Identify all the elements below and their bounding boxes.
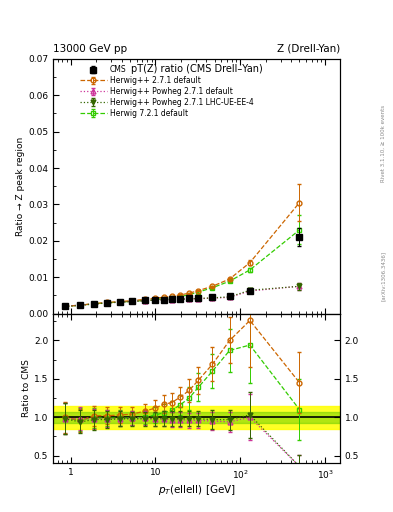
Text: Z (Drell-Yan): Z (Drell-Yan) [277,44,340,54]
Text: pT(Z) ratio (CMS Drell–Yan): pT(Z) ratio (CMS Drell–Yan) [130,64,263,74]
Text: Rivet 3.1.10, ≥ 100k events: Rivet 3.1.10, ≥ 100k events [381,105,386,182]
Y-axis label: Ratio to CMS: Ratio to CMS [22,359,31,417]
Text: 13000 GeV pp: 13000 GeV pp [53,44,127,54]
Bar [53,406,340,429]
Text: [arXiv:1306.3436]: [arXiv:1306.3436] [381,251,386,302]
Y-axis label: Ratio → Z peak region: Ratio → Z peak region [16,137,25,236]
Bar [53,412,340,422]
Legend: CMS, Herwig++ 2.7.1 default, Herwig++ Powheg 2.7.1 default, Herwig++ Powheg 2.7.: CMS, Herwig++ 2.7.1 default, Herwig++ Po… [80,65,253,118]
X-axis label: $p_T$(ellell) [GeV]: $p_T$(ellell) [GeV] [158,483,235,497]
